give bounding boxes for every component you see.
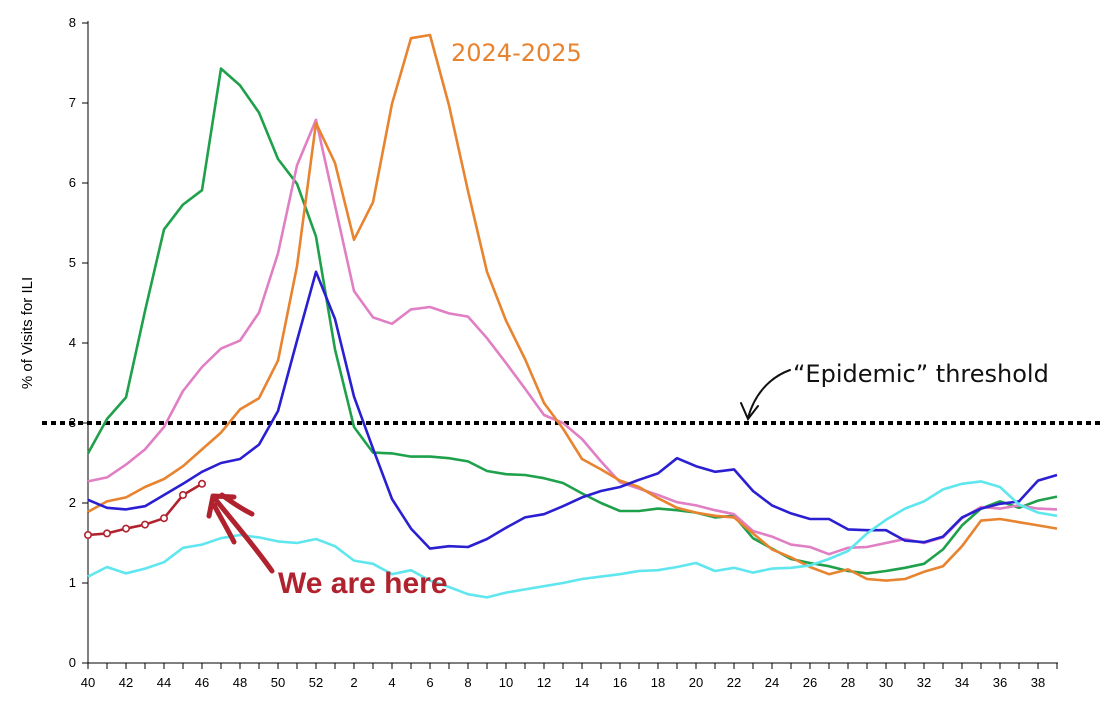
x-tick-label: 22 xyxy=(727,675,741,690)
x-tick-label: 2 xyxy=(350,675,357,690)
x-tick-label: 48 xyxy=(233,675,247,690)
x-tick-label: 30 xyxy=(879,675,893,690)
we-are-here-label: We are here xyxy=(278,567,448,600)
x-tick-label: 24 xyxy=(765,675,779,690)
x-tick-label: 12 xyxy=(537,675,551,690)
series-line-4 xyxy=(87,270,1058,550)
y-tick-label: 1 xyxy=(69,575,76,590)
x-tick-label: 28 xyxy=(841,675,855,690)
x-tick-label: 8 xyxy=(464,675,471,690)
we-are-here-arrow-icon xyxy=(206,492,275,574)
epidemic-threshold-label: “Epidemic” threshold xyxy=(793,360,1049,388)
series-line-2 xyxy=(87,118,1058,556)
x-tick-label: 10 xyxy=(499,675,513,690)
x-tick-label: 40 xyxy=(81,675,95,690)
x-tick-label: 32 xyxy=(917,675,931,690)
series-line-1 xyxy=(86,67,1058,575)
x-tick-label: 36 xyxy=(993,675,1007,690)
x-tick-label: 52 xyxy=(309,675,323,690)
x-tick-label: 46 xyxy=(195,675,209,690)
x-tick-label: 20 xyxy=(689,675,703,690)
y-axis-label: % of Visits for ILI xyxy=(19,277,36,389)
x-tick-label: 4 xyxy=(388,675,395,690)
x-tick-label: 18 xyxy=(651,675,665,690)
current-season-point xyxy=(103,529,112,538)
x-tick-label: 42 xyxy=(119,675,133,690)
x-tick-label: 50 xyxy=(271,675,285,690)
y-tick-label: 0 xyxy=(69,655,76,670)
x-axis-ticks: 40 42 44 46 48 50 52 2 4 6 8 10 12 14 16 18 20 22 24 26 28 30… xyxy=(81,663,1058,690)
x-tick-label: 16 xyxy=(613,675,627,690)
y-tick-label: 6 xyxy=(69,175,76,190)
x-tick-label: 26 xyxy=(803,675,817,690)
y-axis-ticks: 012345678 xyxy=(69,15,88,670)
season-2024-2025-label: 2024-2025 xyxy=(451,39,582,67)
x-tick-label: 34 xyxy=(955,675,969,690)
current-season-point xyxy=(160,514,169,523)
axes xyxy=(87,21,1058,664)
threshold-pointer-arrow-icon xyxy=(740,369,791,421)
y-tick-label: 4 xyxy=(69,335,76,350)
y-tick-label: 8 xyxy=(69,15,76,30)
x-tick-label: 14 xyxy=(575,675,589,690)
series-lines xyxy=(84,33,1058,599)
series-line-3 xyxy=(87,33,1058,582)
current-season-point xyxy=(84,530,93,539)
series-line-5 xyxy=(87,480,1058,599)
current-season-point xyxy=(198,479,207,488)
y-tick-label: 5 xyxy=(69,255,76,270)
x-tick-label: 44 xyxy=(157,675,171,690)
x-tick-label: 38 xyxy=(1031,675,1045,690)
x-tick-label: 6 xyxy=(426,675,433,690)
current-season-point xyxy=(141,520,150,529)
current-season-point xyxy=(122,524,131,533)
y-tick-label: 7 xyxy=(69,95,76,110)
current-season-point xyxy=(179,490,188,499)
y-tick-label: 2 xyxy=(69,495,76,510)
